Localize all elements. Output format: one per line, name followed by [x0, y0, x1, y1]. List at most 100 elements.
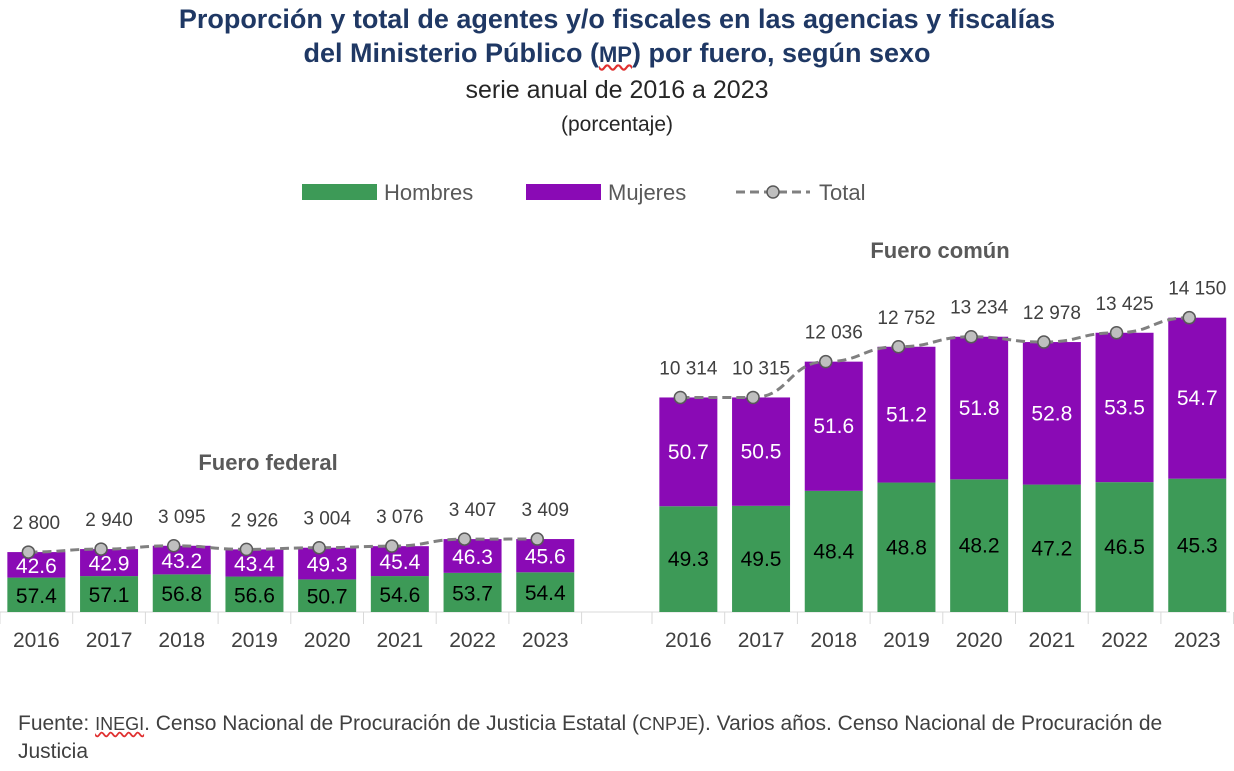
label-hombres-federal-2016: 57.4	[16, 585, 57, 608]
legend-marker-total	[766, 185, 780, 199]
bar-mujeres-federal-2019	[225, 549, 284, 577]
total-label-federal-2020: 3 004	[303, 509, 351, 530]
total-label-comun-2019: 12 752	[877, 308, 935, 329]
panel-title-federal: Fuero federal	[198, 450, 337, 475]
bar-mujeres-federal-2021	[370, 546, 429, 577]
total-marker-comun-2020	[964, 329, 978, 344]
total-label-comun-2023: 14 150	[1168, 279, 1226, 300]
legend-label-hombres: Hombres	[384, 180, 473, 205]
x-tick-label-comun-2017: 2017	[738, 629, 785, 652]
label-hombres-federal-2023: 54.4	[525, 582, 566, 605]
label-mujeres-comun-2022: 53.5	[1104, 396, 1145, 419]
bar-hombres-comun-2017	[732, 505, 791, 612]
source-abbr-inegi: INEGI	[95, 714, 145, 734]
label-mujeres-federal-2021: 45.4	[379, 551, 420, 574]
total-label-federal-2019: 2 926	[231, 510, 279, 531]
legend: Hombres Mujeres Total	[302, 180, 865, 205]
x-tick-label-federal-2019: 2019	[231, 629, 278, 652]
x-tick-label-federal-2023: 2023	[522, 629, 569, 652]
total-label-federal-2022: 3 407	[449, 500, 497, 521]
bar-hombres-federal-2018	[152, 574, 211, 612]
label-hombres-comun-2023: 45.3	[1177, 534, 1218, 557]
total-label-comun-2022: 13 425	[1095, 294, 1153, 315]
total-marker-federal-2020	[312, 540, 326, 555]
bar-mujeres-comun-2023	[1168, 317, 1227, 479]
chart-unit: (porcentaje)	[560, 113, 674, 136]
total-marker-comun-2016	[673, 390, 688, 405]
total-marker-federal-2016	[21, 545, 36, 559]
bar-mujeres-comun-2016	[659, 397, 718, 507]
bar-hombres-comun-2016	[659, 506, 718, 612]
bar-hombres-federal-2020	[298, 579, 357, 612]
x-tick-label-comun-2023: 2023	[1174, 629, 1221, 652]
legend-label-total: Total	[819, 180, 865, 205]
panel-title-comun: Fuero común	[870, 238, 1009, 263]
label-hombres-comun-2016: 49.3	[668, 548, 709, 571]
total-label-comun-2021: 12 978	[1023, 303, 1081, 324]
x-tick-label-comun-2018: 2018	[810, 629, 857, 652]
total-line-comun	[680, 316, 1190, 399]
x-tick-label-federal-2016: 2016	[13, 629, 60, 652]
title-line-2-end: ) por fuero, según sexo	[631, 38, 931, 68]
label-hombres-comun-2019: 48.8	[886, 536, 927, 559]
x-tick-label-comun-2019: 2019	[883, 629, 930, 652]
bar-hombres-federal-2022	[443, 572, 502, 612]
label-hombres-comun-2021: 47.2	[1031, 537, 1072, 560]
total-marker-comun-2021	[1037, 335, 1051, 349]
chart-subtitle: serie anual de 2016 a 2023	[465, 76, 769, 104]
label-hombres-federal-2021: 54.6	[379, 584, 420, 607]
bar-hombres-comun-2023	[1168, 478, 1227, 612]
label-hombres-comun-2020: 48.2	[959, 535, 1000, 558]
label-hombres-federal-2018: 56.8	[161, 583, 202, 606]
label-hombres-federal-2022: 53.7	[452, 582, 493, 605]
bar-hombres-federal-2023	[516, 572, 575, 612]
label-mujeres-comun-2018: 51.6	[813, 415, 854, 438]
bar-mujeres-federal-2017	[80, 549, 139, 577]
bar-mujeres-comun-2021	[1022, 342, 1081, 485]
bar-mujeres-comun-2018	[804, 361, 863, 491]
source-text-part-2: ). Varios años. Censo Nacional de Procur…	[18, 712, 1163, 763]
label-mujeres-federal-2022: 46.3	[452, 546, 493, 569]
total-line-federal	[28, 537, 538, 554]
source-text-part-1: . Censo Nacional de Procuración de Justi…	[144, 712, 639, 735]
bar-mujeres-comun-2022	[1095, 332, 1154, 483]
total-label-federal-2023: 3 409	[521, 500, 569, 521]
total-marker-comun-2022	[1109, 326, 1124, 340]
source-abbr-cnpje: CNPJE	[639, 714, 699, 734]
total-label-federal-2017: 2 940	[85, 510, 133, 531]
x-tick-label-comun-2022: 2022	[1101, 629, 1148, 652]
total-label-comun-2018: 12 036	[805, 323, 863, 344]
bar-hombres-federal-2021	[370, 576, 429, 612]
x-tick-label-federal-2017: 2017	[86, 629, 133, 652]
label-mujeres-comun-2016: 50.7	[668, 441, 709, 464]
total-marker-federal-2019	[239, 542, 254, 557]
x-tick-label-comun-2021: 2021	[1028, 629, 1075, 652]
plot-area: 57.4 42.6 2016 2 800 57.1 42.9 2017 2 940 56.8 43…	[0, 279, 1234, 652]
x-tick-label-comun-2016: 2016	[665, 629, 712, 652]
bar-hombres-comun-2021	[1022, 484, 1081, 612]
total-label-comun-2020: 13 234	[950, 298, 1009, 319]
label-mujeres-comun-2017: 50.5	[741, 441, 782, 464]
label-hombres-federal-2019: 56.6	[234, 584, 275, 607]
total-marker-comun-2018	[819, 354, 833, 369]
title-line-2-start: del Ministerio Público (	[303, 38, 599, 68]
x-tick-label-federal-2018: 2018	[158, 629, 205, 652]
bar-hombres-federal-2016	[7, 577, 66, 612]
bar-hombres-comun-2019	[877, 482, 936, 612]
bar-mujeres-federal-2020	[298, 547, 357, 580]
label-mujeres-comun-2019: 51.2	[886, 404, 927, 427]
total-label-comun-2016: 10 314	[659, 358, 718, 379]
total-marker-comun-2017	[746, 390, 760, 405]
bar-mujeres-federal-2022	[443, 539, 502, 573]
label-hombres-comun-2018: 48.4	[813, 540, 854, 563]
total-marker-federal-2018	[167, 539, 181, 553]
label-mujeres-federal-2023: 45.6	[525, 546, 566, 569]
label-hombres-federal-2020: 50.7	[307, 586, 348, 609]
title-abbr-mp: MP	[598, 42, 632, 67]
label-mujeres-comun-2020: 51.8	[959, 397, 1000, 420]
bar-mujeres-comun-2017	[732, 397, 791, 506]
label-mujeres-federal-2017: 42.9	[89, 553, 130, 576]
x-tick-label-federal-2020: 2020	[304, 629, 351, 652]
total-marker-federal-2023	[530, 532, 544, 546]
label-hombres-federal-2017: 57.1	[89, 584, 130, 607]
